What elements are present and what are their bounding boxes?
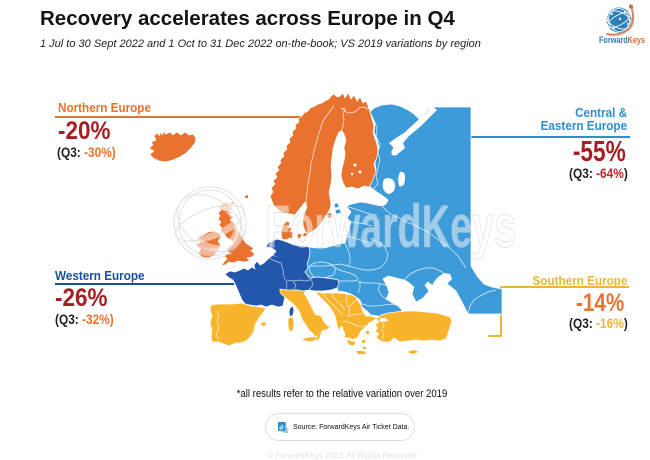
svg-text:ForwardKeys: ForwardKeys — [599, 35, 645, 46]
svg-text:ForwardKeys: ForwardKeys — [266, 193, 516, 260]
